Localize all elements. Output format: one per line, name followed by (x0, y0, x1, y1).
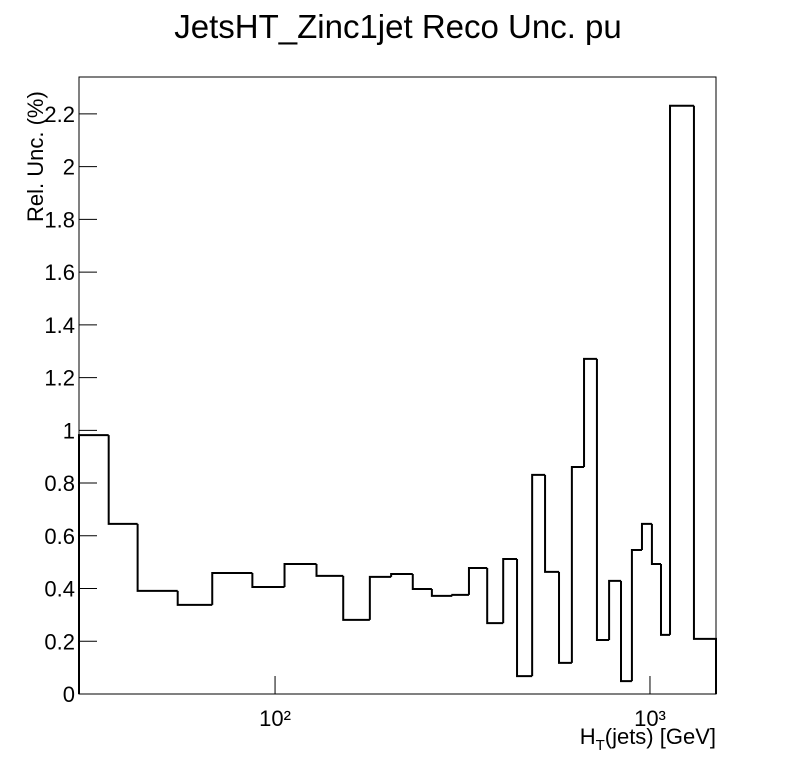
y-tick-label: 2.2 (44, 102, 75, 127)
y-axis-label: Rel. Unc. (%) (23, 91, 48, 222)
histogram-bin (315, 564, 344, 577)
histogram-bin (430, 589, 453, 597)
y-tick-label: 0.6 (44, 524, 75, 549)
histogram-bin (692, 105, 717, 694)
histogram-bin (211, 571, 253, 605)
histogram-bin (342, 575, 370, 621)
y-tick-label: 0.8 (44, 471, 75, 496)
histogram-bin (502, 557, 518, 624)
x-label-part: (jets) [GeV] (605, 724, 716, 749)
histogram-bin (640, 522, 652, 551)
histogram-bin (486, 567, 504, 625)
x-axis-label: HT(jets) [GeV] (580, 724, 716, 754)
y-tick-label: 1.8 (44, 207, 75, 232)
x-label-part: H (580, 724, 596, 749)
histogram-bin (659, 564, 671, 636)
histogram-bin (390, 573, 413, 577)
y-tick-label: 0 (63, 682, 75, 707)
histogram-bin (107, 435, 138, 525)
histogram-bin (516, 558, 533, 678)
histogram-bin (620, 580, 632, 683)
histogram-bin (368, 575, 392, 620)
histogram-bin (544, 474, 560, 573)
histogram-bin (630, 549, 642, 682)
histogram-bin (451, 593, 469, 596)
chart-title: JetsHT_Zinc1jet Reco Unc. pu (174, 8, 622, 45)
histogram-bin (595, 358, 610, 641)
plot-frame (78, 76, 717, 695)
histogram-bin (411, 574, 432, 591)
histogram-bin (669, 104, 694, 635)
histogram-bin (283, 563, 317, 587)
histogram-bin (136, 523, 178, 592)
y-tick-label: 1.6 (44, 260, 75, 285)
histogram-bin (176, 590, 213, 606)
x-label-sub: T (596, 737, 605, 754)
y-tick-label: 1.4 (44, 313, 75, 338)
y-tick-label: 2 (63, 155, 75, 180)
histogram-bin (608, 579, 622, 640)
y-tick-label: 1.2 (44, 366, 75, 391)
y-tick-label: 0.4 (44, 577, 75, 602)
x-tick-label: 10² (259, 706, 291, 731)
histogram-bin (583, 357, 597, 467)
histogram-bin (558, 571, 572, 664)
histogram-bin (650, 523, 661, 566)
histogram-bin (251, 572, 285, 588)
histogram-bin (78, 434, 109, 694)
x-tick-label: 10³ (634, 706, 666, 731)
histogram-bin (570, 465, 585, 663)
y-tick-label: 0.2 (44, 629, 75, 654)
histogram-bin (467, 566, 488, 595)
y-tick-label: 1 (63, 418, 75, 443)
histogram-bin (531, 473, 546, 677)
